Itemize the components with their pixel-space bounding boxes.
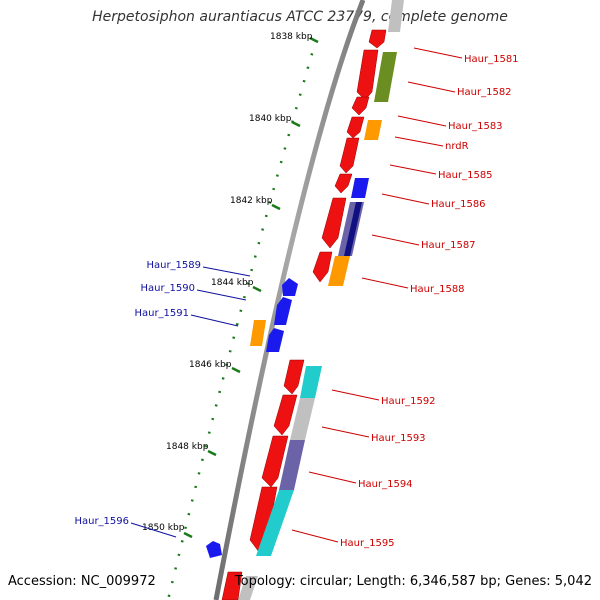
gene-arrow-haur-1586 (321, 197, 347, 249)
gene-label-haur-1590[interactable]: Haur_1590 (140, 283, 195, 294)
kbp-tick (207, 449, 217, 457)
leader-line (291, 529, 339, 543)
gene-arrow-haur-1580 (368, 29, 387, 49)
cog-box-12 (238, 576, 258, 600)
gene-features (206, 0, 404, 600)
cog-box-8 (300, 366, 322, 398)
leader-line (130, 522, 177, 538)
kbp-label: 1838 kbp (270, 32, 313, 42)
kbp-tick (231, 366, 241, 374)
cog-box-10 (279, 440, 305, 490)
gene-arrow-haur-1581 (356, 49, 379, 101)
kbp-label: 1842 kbp (230, 196, 273, 206)
gene-label-haur-1587[interactable]: Haur_1587 (421, 240, 476, 251)
kbp-label: 1846 kbp (189, 360, 232, 370)
gene-label-nrdr[interactable]: nrdR (445, 141, 469, 152)
leader-line (407, 81, 456, 93)
gene-arrow-haur-1593 (273, 394, 298, 436)
gene-labels: Haur_1581 Haur_1582 Haur_1583 nrdR Haur_1585… (74, 47, 519, 549)
gene-arrow-haur-1582 (351, 96, 370, 116)
scale-track (166, 39, 318, 600)
leader-line (321, 426, 370, 438)
cog-box-11 (256, 490, 294, 556)
genome-summary-text: Topology: circular; Length: 6,346,587 bp… (234, 574, 592, 589)
cog-box-9 (290, 398, 315, 440)
leader-line (397, 115, 447, 127)
gene-label-haur-1591[interactable]: Haur_1591 (134, 308, 189, 319)
gene-label-haur-1589[interactable]: Haur_1589 (146, 260, 201, 271)
gene-arrow-nrdr (339, 137, 360, 174)
gene-label-haur-1585[interactable]: Haur_1585 (438, 170, 493, 181)
gene-arrow-haur-1591 (266, 328, 284, 352)
gene-label-haur-1582[interactable]: Haur_1582 (457, 87, 512, 98)
gene-label-haur-1588[interactable]: Haur_1588 (410, 284, 465, 295)
kbp-tick (291, 120, 301, 128)
leader-line (413, 47, 463, 59)
gene-label-haur-1586[interactable]: Haur_1586 (431, 199, 486, 210)
gene-arrow-haur-1587 (312, 251, 333, 283)
kbp-tick (252, 285, 262, 293)
leader-line (381, 193, 430, 205)
kbp-label: 1850 kbp (142, 523, 185, 533)
kbp-label: 1840 kbp (249, 114, 292, 124)
leader-line (331, 389, 380, 401)
cog-box-2 (374, 52, 397, 102)
gene-arrow-haur-1594 (261, 435, 289, 488)
gene-label-haur-1583[interactable]: Haur_1583 (448, 121, 503, 132)
cog-box-4 (351, 178, 369, 198)
leader-line (371, 234, 420, 246)
gene-arrow-haur-1590 (274, 297, 292, 325)
gene-label-haur-1596[interactable]: Haur_1596 (74, 516, 129, 527)
kbp-tick (183, 531, 193, 539)
leader-line (394, 136, 444, 147)
kbp-label: 1848 kbp (166, 442, 209, 452)
gene-label-haur-1581[interactable]: Haur_1581 (464, 54, 519, 65)
gene-arrow-haur-1592 (283, 359, 305, 395)
leader-line (389, 164, 437, 175)
gene-arrow-haur-1589 (282, 278, 298, 296)
leader-line (202, 266, 251, 277)
kbp-scale: 1838 kbp 1840 kbp 1842 kbp 1844 kbp 1846 kbp… (142, 32, 319, 539)
gene-arrow-haur-1597 (221, 571, 243, 600)
kbp-tick (271, 203, 281, 211)
gene-arrow-haur-1585 (334, 173, 353, 194)
gene-label-haur-1595[interactable]: Haur_1595 (340, 538, 395, 549)
leader-line (196, 289, 247, 301)
cog-box-6 (344, 202, 362, 256)
leader-line (190, 314, 239, 327)
gene-label-haur-1593[interactable]: Haur_1593 (371, 433, 426, 444)
gene-arrow-haur-1583 (346, 116, 365, 139)
cog-box-1591 (250, 320, 266, 346)
cog-box-7 (328, 256, 350, 286)
gene-label-haur-1592[interactable]: Haur_1592 (381, 396, 436, 407)
cog-box-1 (388, 0, 404, 32)
gene-arrow-haur-1596 (206, 541, 222, 558)
cog-box-3 (364, 120, 382, 140)
accession-text: Accession: NC_009972 (8, 574, 156, 589)
leader-line (361, 277, 409, 289)
kbp-label: 1844 kbp (211, 278, 254, 288)
genome-backbone (213, 0, 366, 600)
leader-line (308, 471, 357, 484)
map-title: Herpetosiphon aurantiacus ATCC 23779, co… (92, 9, 508, 25)
kbp-tick (309, 36, 319, 44)
gene-label-haur-1594[interactable]: Haur_1594 (358, 479, 413, 490)
